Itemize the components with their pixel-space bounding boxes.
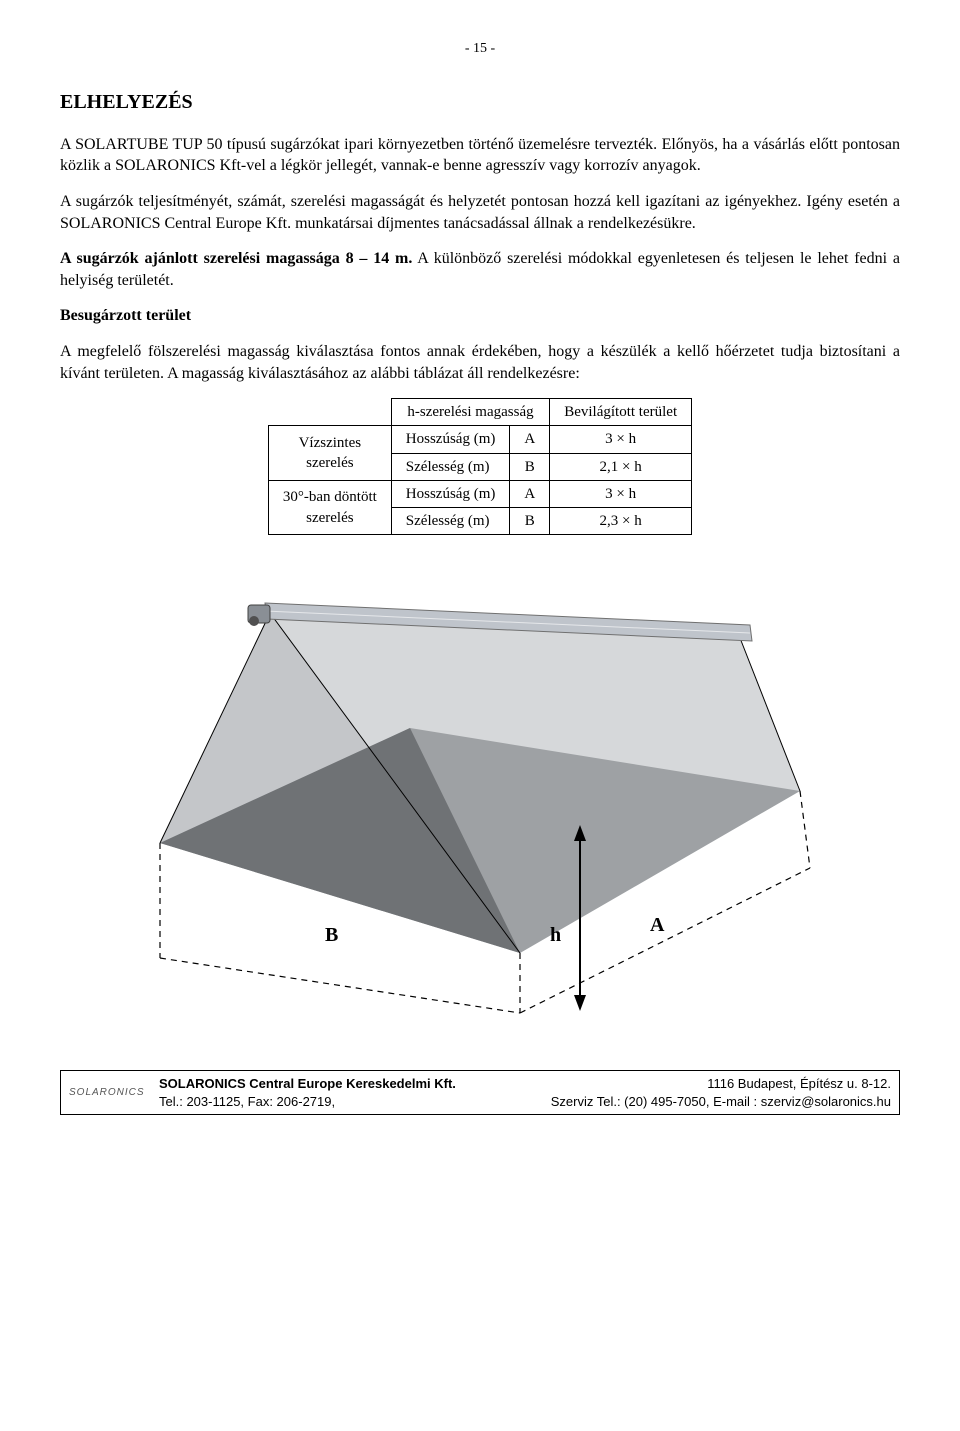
table-header-row: h-szerelési magasság Bevilágított terüle…: [268, 399, 691, 426]
paragraph-2: A sugárzók teljesítményét, számát, szere…: [60, 191, 900, 234]
para3-bold: A sugárzók ajánlott szerelési magassága …: [60, 250, 412, 267]
table-cell: B: [510, 453, 550, 480]
table-cell: B: [510, 508, 550, 535]
table-group-2: 30°-ban döntött szerelés: [268, 480, 391, 535]
coverage-svg: B h A: [120, 563, 840, 1023]
group1-line2: szerelés: [306, 455, 353, 471]
table-empty-cell: [268, 399, 391, 426]
table-cell: A: [510, 426, 550, 453]
paragraph-1: A SOLARTUBE TUP 50 típusú sugárzókat ipa…: [60, 134, 900, 177]
group2-line1: 30°-ban döntött: [283, 489, 377, 505]
sub-heading: Besugárzott terület: [60, 305, 900, 327]
table-header-h: h-szerelési magasság: [391, 399, 549, 426]
table-cell: 3 × h: [550, 426, 692, 453]
table-row: Vízszintes szerelés Hosszúság (m) A 3 × …: [268, 426, 691, 453]
dash-line: [800, 791, 810, 868]
page-number: - 15 -: [60, 40, 900, 59]
footer-row-2: Tel.: 203-1125, Fax: 206-2719, Szerviz T…: [159, 1093, 891, 1111]
label-B: B: [325, 924, 338, 946]
table-cell: Szélesség (m): [391, 453, 510, 480]
footer-company: SOLARONICS Central Europe Kereskedelmi K…: [159, 1075, 456, 1093]
paragraph-3: A sugárzók ajánlott szerelési magassága …: [60, 248, 900, 291]
table-cell: 3 × h: [550, 480, 692, 507]
group2-line2: szerelés: [306, 510, 353, 526]
footer-phone: Tel.: 203-1125, Fax: 206-2719,: [159, 1093, 335, 1111]
footer-logo: SOLARONICS: [69, 1086, 159, 1100]
table-cell: 2,3 × h: [550, 508, 692, 535]
coverage-diagram: B h A: [60, 563, 900, 1030]
table-cell: Hosszúság (m): [391, 426, 510, 453]
footer-row-1: SOLARONICS Central Europe Kereskedelmi K…: [159, 1075, 891, 1093]
footer-address: 1116 Budapest, Építész u. 8-12.: [707, 1075, 891, 1093]
page-footer: SOLARONICS SOLARONICS Central Europe Ker…: [60, 1070, 900, 1115]
table-group-1: Vízszintes szerelés: [268, 426, 391, 481]
footer-service: Szerviz Tel.: (20) 495-7050, E-mail : sz…: [551, 1093, 891, 1111]
group1-line1: Vízszintes: [299, 435, 361, 451]
burner-detail: [249, 616, 259, 626]
table-cell: A: [510, 480, 550, 507]
table-cell: Szélesség (m): [391, 508, 510, 535]
heat-area-table: h-szerelési magasság Bevilágított terüle…: [268, 398, 692, 535]
table-cell: 2,1 × h: [550, 453, 692, 480]
footer-lines: SOLARONICS Central Europe Kereskedelmi K…: [159, 1075, 891, 1110]
table-cell: Hosszúság (m): [391, 480, 510, 507]
paragraph-4: A megfelelő fölszerelési magasság kivála…: [60, 341, 900, 384]
table-row: 30°-ban döntött szerelés Hosszúság (m) A…: [268, 480, 691, 507]
label-A: A: [650, 914, 665, 936]
label-h: h: [550, 924, 561, 946]
section-title: ELHELYEZÉS: [60, 89, 900, 116]
h-arrow-head-down: [574, 995, 586, 1011]
table-header-area: Bevilágított terület: [550, 399, 692, 426]
dash-line: [160, 958, 520, 1013]
